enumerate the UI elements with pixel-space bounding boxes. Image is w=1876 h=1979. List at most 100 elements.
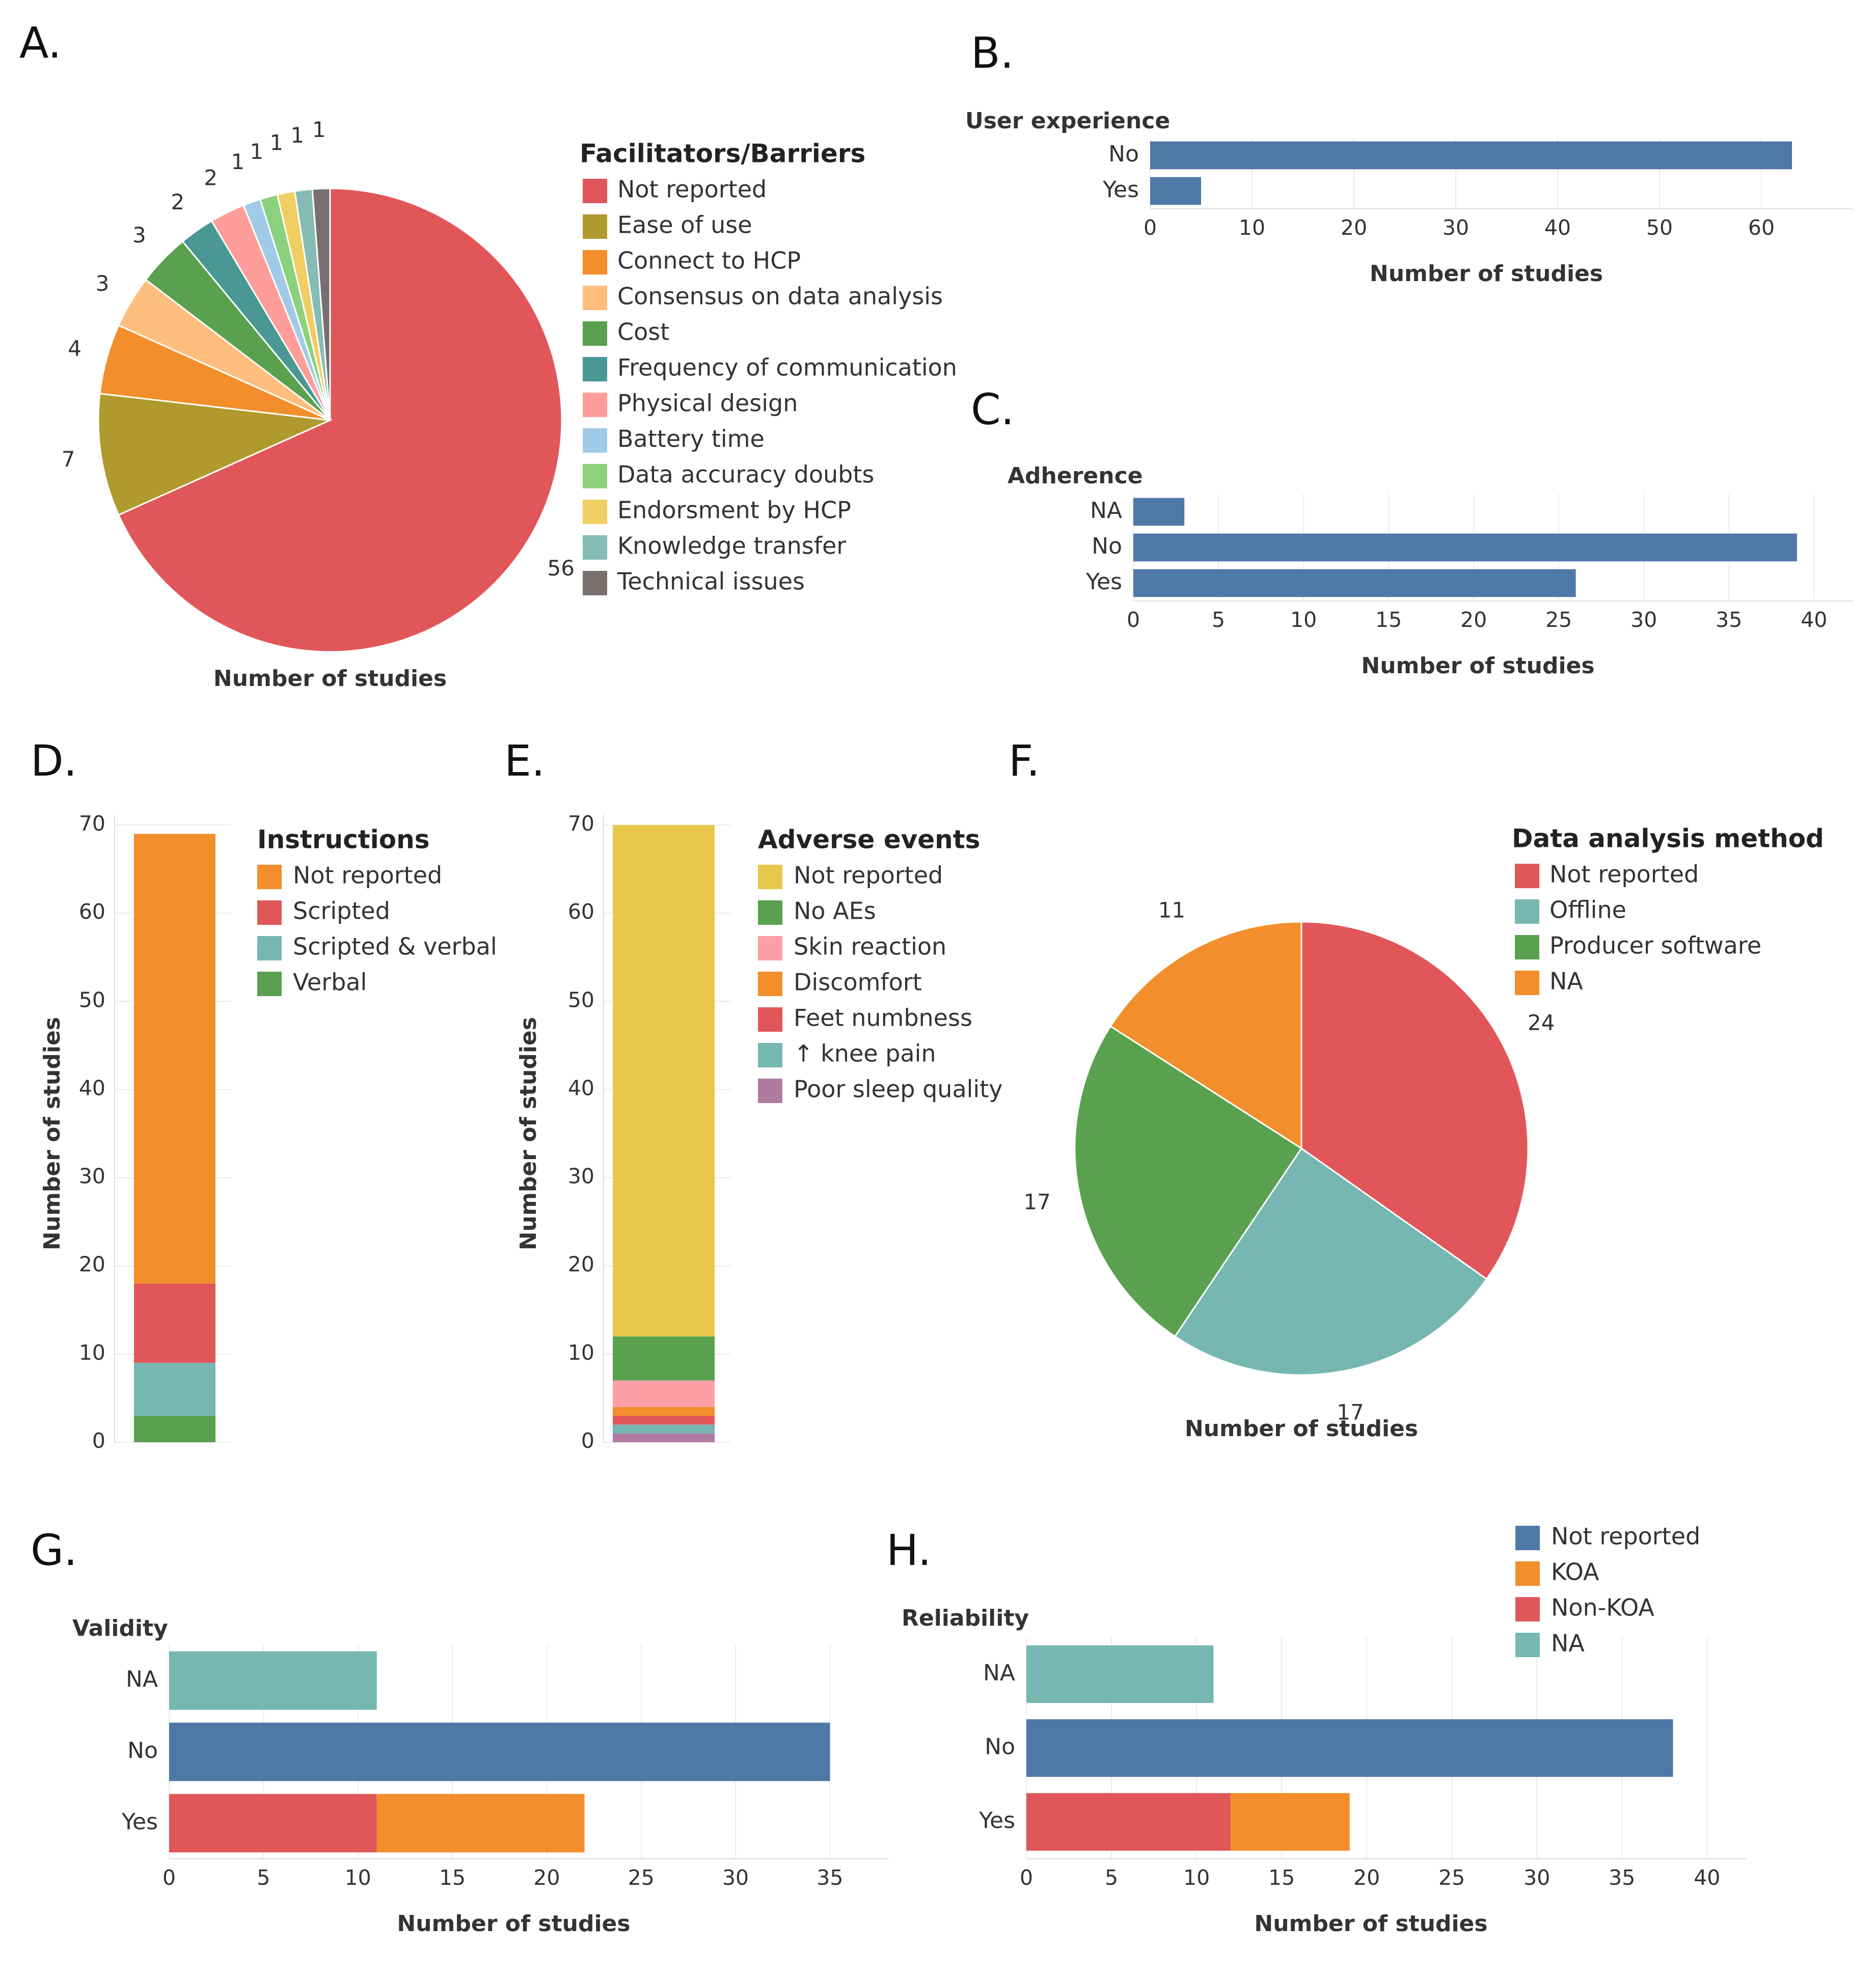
slice-value-label: 17: [1337, 1400, 1364, 1425]
y-tick-label: 40: [568, 1076, 594, 1100]
legend-label: Not reported: [617, 176, 767, 203]
row-header: Reliability: [902, 1605, 1029, 1631]
legend-swatch: [1515, 864, 1539, 888]
category-label: Yes: [1102, 177, 1139, 203]
legend-swatch: [257, 972, 282, 996]
slice-value-label: 4: [68, 336, 81, 361]
bar: [169, 1722, 830, 1781]
category-label: NA: [1090, 498, 1122, 524]
legend-swatch: [1515, 1526, 1540, 1550]
legend-label: Feet numbness: [794, 1004, 972, 1032]
legend-label: Producer software: [1549, 932, 1761, 959]
pie-slice: [117, 187, 563, 653]
bar: [1150, 177, 1201, 205]
bar: [1133, 498, 1185, 526]
panel-letter-f: F.: [1009, 736, 1040, 786]
legend-label: Scripted & verbal: [293, 933, 497, 960]
panel-letter-d: D.: [31, 736, 77, 786]
legend-swatch: [583, 357, 607, 381]
legend-swatch: [583, 500, 607, 524]
y-tick-label: 70: [568, 811, 594, 836]
y-tick-label: 0: [92, 1428, 105, 1453]
y-tick-label: 70: [79, 811, 105, 836]
x-tick-label: 10: [1290, 608, 1317, 632]
y-tick-label: 60: [79, 899, 105, 924]
legend-label: NA: [1549, 968, 1583, 995]
bar-segment: [134, 1283, 215, 1363]
legend-label: Physical design: [617, 390, 798, 417]
legend-swatch: [257, 900, 282, 925]
category-label: No: [1108, 141, 1139, 167]
legend-swatch: [1515, 935, 1539, 959]
panel-letter-e: E.: [504, 736, 545, 786]
bar-segment: [134, 834, 215, 1284]
y-tick-label: 50: [79, 987, 105, 1012]
legend-label: Discomfort: [794, 969, 922, 996]
x-tick-label: 30: [1524, 1865, 1550, 1890]
x-tick-label: 20: [1341, 215, 1367, 240]
legend-swatch: [583, 535, 607, 560]
pie-slice: [97, 393, 333, 516]
stacked-bar-e: 0 10 20 30 40 50 60 70 Number of studies Adverse …: [515, 811, 1002, 1453]
x-tick-label: 10: [345, 1865, 371, 1890]
row-header: Validity: [72, 1615, 168, 1641]
slice-value-label: 56: [548, 556, 575, 581]
legend-label: Connect to HCP: [617, 247, 801, 274]
y-tick-label: 0: [581, 1428, 594, 1453]
x-tick-label: 15: [1268, 1865, 1295, 1890]
legend-label: Not reported: [1551, 1523, 1700, 1550]
x-axis-title: Number of studies: [1254, 1911, 1487, 1937]
y-tick-label: 60: [568, 899, 594, 924]
bar: [1133, 569, 1576, 597]
pie-chart-f: 24 17 17 11 Number of studies Data analysis m…: [1023, 824, 1824, 1442]
legend-swatch: [583, 321, 607, 346]
x-tick-label: 40: [1694, 1865, 1720, 1890]
x-tick-label: 10: [1239, 215, 1265, 240]
y-tick-label: 20: [79, 1252, 105, 1277]
legend-label: NA: [1551, 1630, 1585, 1657]
category-label: No: [985, 1734, 1015, 1760]
x-tick-label: 0: [162, 1865, 176, 1890]
category-label: Yes: [978, 1808, 1015, 1834]
x-tick-label: 25: [1438, 1865, 1465, 1890]
bar: [1133, 533, 1797, 562]
y-tick-label: 30: [79, 1164, 105, 1189]
legend-h: Not reported KOA Non-KOA NA: [1515, 1523, 1700, 1657]
y-tick-label: 50: [568, 987, 594, 1012]
x-tick-label: 0: [1127, 608, 1140, 632]
legend-label: Skin reaction: [794, 933, 946, 960]
legend-label: Endorsment by HCP: [617, 497, 851, 524]
legend-label: Consensus on data analysis: [617, 283, 943, 310]
legend-swatch: [257, 936, 282, 960]
legend-label: Verbal: [293, 969, 367, 996]
legend-label: Not reported: [1549, 861, 1699, 888]
legend-swatch: [583, 464, 607, 488]
slice-value-label: 2: [204, 165, 217, 190]
bar-segment: [613, 1336, 715, 1381]
legend-swatch: [583, 571, 607, 595]
legend-swatch: [257, 865, 282, 889]
panel-letter-h: H.: [886, 1525, 931, 1575]
legend-swatch: [1515, 1633, 1540, 1657]
legend-title: Instructions: [257, 825, 430, 855]
bar-segment: [134, 1416, 215, 1442]
x-tick-label: 0: [1144, 215, 1157, 240]
slice-value-label: 2: [171, 189, 184, 214]
legend-swatch: [583, 250, 607, 274]
legend-label: Not reported: [794, 862, 943, 889]
bar-segment: [613, 1407, 715, 1416]
legend-label: Not reported: [293, 862, 442, 889]
legend-label: Offline: [1549, 896, 1626, 924]
slice-value-label: 24: [1528, 1010, 1555, 1035]
y-axis-title: Number of studies: [515, 1017, 541, 1250]
x-tick-label: 40: [1801, 608, 1827, 632]
category-label: No: [1092, 533, 1122, 559]
slice-value-label: 1: [312, 117, 326, 142]
pie-slice: [1300, 921, 1529, 1280]
legend-label: KOA: [1551, 1558, 1599, 1586]
x-tick-label: 35: [1716, 608, 1742, 632]
legend-swatch: [758, 972, 782, 996]
bar: [1026, 1793, 1231, 1851]
legend-swatch: [758, 1043, 782, 1067]
